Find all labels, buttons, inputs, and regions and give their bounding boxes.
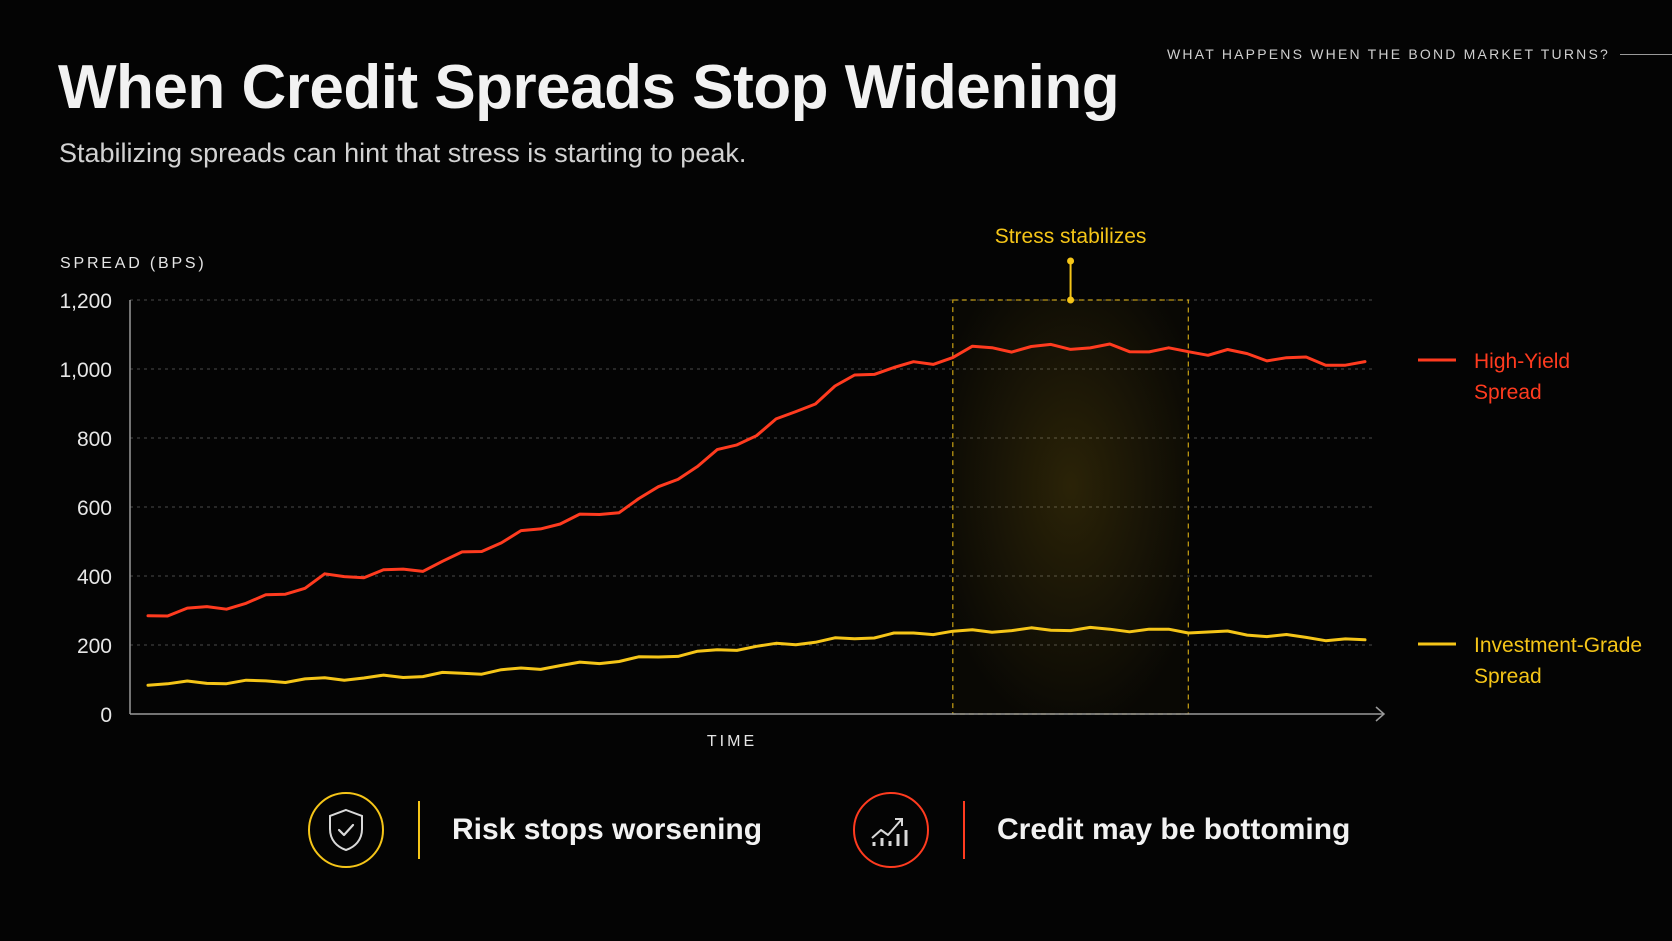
legend-label: Spread (1474, 665, 1542, 688)
rising-chart-icon (853, 792, 929, 868)
footer-item-credit: Credit may be bottoming (853, 792, 1350, 868)
legend-label: Spread (1474, 381, 1542, 404)
kicker-text: WHAT HAPPENS WHEN THE BOND MARKET TURNS? (1167, 46, 1610, 62)
annotation-label: Stress stabilizes (995, 225, 1147, 248)
y-tick-label: 400 (77, 566, 112, 589)
x-axis-label: TIME (707, 733, 757, 750)
annotation-dot (1067, 296, 1075, 304)
y-axis-label: SPREAD (BPS) (60, 255, 207, 272)
footer-label-risk: Risk stops worsening (452, 813, 763, 846)
x-axis-arrow (1375, 706, 1386, 722)
footer-divider (963, 801, 965, 859)
shield-check-icon (308, 792, 384, 868)
series-line (146, 342, 1367, 618)
footer-item-risk: Risk stops worsening (308, 792, 762, 868)
series-line (146, 625, 1367, 687)
annotation-dot (1067, 257, 1075, 265)
line-chart: 0 200 400 600 800 1,000 1,200 Stress stabilizes… (59, 225, 1642, 750)
y-tick-label: 600 (77, 497, 112, 520)
page-subtitle: Stabilizing spreads can hint that stress… (59, 138, 747, 168)
kicker-rule (1620, 53, 1672, 55)
kicker: WHAT HAPPENS WHEN THE BOND MARKET TURNS? (1167, 46, 1672, 62)
y-tick-label: 1,200 (59, 290, 112, 313)
y-tick-label: 800 (77, 428, 112, 451)
y-tick-label: 0 (100, 704, 112, 727)
stress-highlight (952, 257, 1189, 715)
legend-label: Investment-Grade (1474, 634, 1642, 657)
axes (129, 300, 1386, 722)
highlight-band (952, 300, 1189, 714)
legend-label: High-Yield (1474, 350, 1570, 373)
footer-label-credit: Credit may be bottoming (997, 813, 1351, 846)
page-title: When Credit Spreads Stop Widening (58, 53, 1120, 122)
series-lines (146, 342, 1367, 687)
y-tick-label: 1,000 (59, 359, 112, 382)
footer-divider (418, 801, 420, 859)
y-tick-label: 200 (77, 635, 112, 658)
chart-labels: 0 200 400 600 800 1,000 1,200 Stress stabilizes… (59, 225, 1642, 750)
